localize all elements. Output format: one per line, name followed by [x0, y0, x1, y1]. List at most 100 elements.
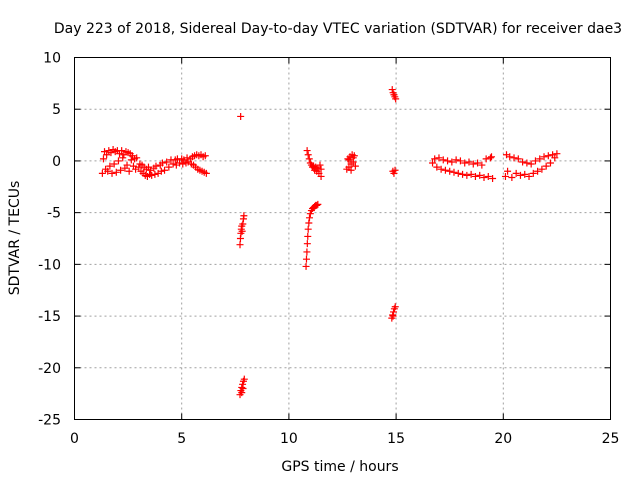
data-point	[163, 158, 171, 166]
data-point	[482, 155, 490, 163]
data-point	[452, 156, 460, 164]
y-tick-label: -20	[38, 361, 61, 377]
data-point	[151, 170, 159, 178]
data-point	[157, 167, 165, 175]
data-point	[525, 172, 533, 180]
data-point	[454, 169, 462, 177]
data-point	[471, 172, 479, 180]
data-point	[508, 173, 516, 181]
data-point	[317, 172, 325, 180]
data-point	[444, 157, 452, 165]
chart-title: Day 223 of 2018, Sidereal Day-to-day VTE…	[54, 21, 622, 37]
data-point	[512, 169, 520, 177]
plot-frame	[74, 57, 611, 420]
data-point	[176, 159, 184, 167]
data-point	[478, 161, 486, 169]
data-point	[536, 155, 544, 163]
data-point	[305, 214, 313, 222]
data-point	[463, 171, 471, 179]
y-tick-label: 0	[52, 154, 61, 170]
data-point	[349, 154, 357, 162]
data-point	[439, 156, 447, 164]
data-point	[239, 220, 247, 228]
data-point	[391, 166, 399, 174]
data-point	[501, 172, 509, 180]
data-point	[529, 169, 537, 177]
data-point	[437, 165, 445, 173]
data-point	[99, 155, 107, 163]
y-tick-label: -10	[38, 257, 61, 273]
data-point	[531, 157, 539, 165]
data-point	[152, 162, 160, 170]
data-point	[391, 303, 399, 311]
data-point	[123, 161, 131, 169]
data-point	[433, 163, 441, 171]
data-point	[110, 160, 118, 168]
axis-ticks	[74, 57, 611, 420]
data-point	[546, 159, 554, 167]
data-point	[474, 159, 482, 167]
data-point	[488, 153, 496, 161]
data-point	[238, 227, 246, 235]
data-point	[486, 154, 494, 162]
data-point	[125, 167, 133, 175]
data-point	[104, 167, 112, 175]
data-points	[98, 86, 561, 399]
data-point	[119, 154, 127, 162]
y-tick-label: -5	[47, 206, 61, 222]
data-point	[540, 153, 548, 161]
data-point	[388, 86, 396, 94]
x-tick-label: 25	[602, 431, 620, 447]
data-point	[98, 169, 106, 177]
data-point	[158, 159, 166, 167]
data-point	[179, 160, 187, 168]
data-point	[183, 154, 191, 162]
data-point	[304, 225, 312, 233]
x-tick-label: 5	[177, 431, 186, 447]
data-point	[169, 160, 177, 168]
data-point	[303, 147, 311, 155]
data-point	[239, 384, 247, 392]
data-point	[484, 172, 492, 180]
data-point	[316, 161, 324, 169]
y-tick-label: 10	[43, 51, 61, 67]
data-point	[240, 375, 248, 383]
data-point	[446, 167, 454, 175]
data-point	[551, 154, 559, 162]
x-axis-label: GPS time / hours	[281, 459, 398, 475]
data-point	[504, 167, 512, 175]
data-point	[465, 158, 473, 166]
data-point	[302, 262, 310, 270]
y-tick-label: -25	[38, 413, 61, 429]
data-point	[127, 156, 135, 164]
data-point	[108, 169, 116, 177]
data-point	[506, 153, 514, 161]
data-point	[112, 168, 120, 176]
data-point	[114, 157, 122, 165]
data-point	[448, 158, 456, 166]
data-point	[304, 232, 312, 240]
data-point	[313, 201, 321, 209]
data-point	[450, 168, 458, 176]
data-point	[345, 156, 353, 164]
data-point	[480, 173, 488, 181]
data-point	[534, 167, 542, 175]
data-point	[459, 170, 467, 178]
data-point	[202, 169, 210, 177]
data-point	[161, 166, 169, 174]
data-point	[389, 312, 397, 320]
data-point	[351, 162, 359, 170]
data-point	[314, 200, 322, 208]
data-point	[106, 162, 114, 170]
data-point	[302, 255, 310, 263]
data-point	[165, 163, 173, 171]
data-point	[133, 154, 141, 162]
data-point	[238, 389, 246, 397]
data-point	[527, 160, 535, 168]
y-tick-labels: 10 5 0 -5 -10 -15 -20 -25	[38, 51, 61, 429]
data-point	[542, 162, 550, 170]
data-point	[519, 158, 527, 166]
x-tick-label: 0	[70, 431, 79, 447]
